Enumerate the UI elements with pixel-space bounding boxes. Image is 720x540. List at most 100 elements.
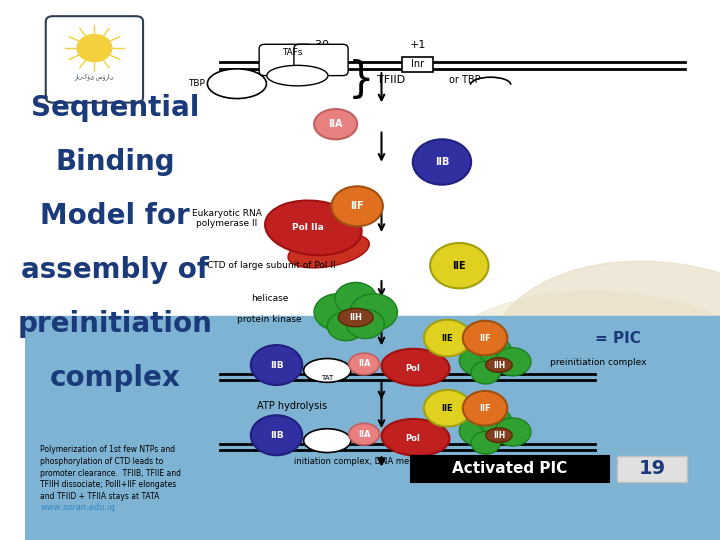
Text: assembly of: assembly of xyxy=(22,256,210,284)
FancyBboxPatch shape xyxy=(617,456,687,482)
FancyBboxPatch shape xyxy=(300,57,340,72)
Text: IIB: IIB xyxy=(435,157,449,167)
Circle shape xyxy=(314,294,361,330)
Text: TBP: TBP xyxy=(188,79,205,88)
Text: Eukaryotic RNA
polymerase II: Eukaryotic RNA polymerase II xyxy=(192,209,261,228)
Text: +1: +1 xyxy=(410,40,426,50)
FancyBboxPatch shape xyxy=(259,44,313,76)
Circle shape xyxy=(424,320,471,356)
Ellipse shape xyxy=(394,291,720,540)
Text: IIB: IIB xyxy=(270,431,284,440)
Circle shape xyxy=(459,416,497,446)
Text: and TFIID + TFIIA stays at TATA: and TFIID + TFIIA stays at TATA xyxy=(40,492,160,501)
Ellipse shape xyxy=(267,65,328,86)
FancyBboxPatch shape xyxy=(46,16,143,103)
Circle shape xyxy=(328,312,365,341)
Circle shape xyxy=(251,415,302,455)
Text: or TBP: or TBP xyxy=(449,75,480,85)
Text: www.soran.edu.iq: www.soran.edu.iq xyxy=(40,503,115,512)
Text: initiation complex, DNA melted at Inr: initiation complex, DNA melted at Inr xyxy=(294,457,451,465)
Text: 19: 19 xyxy=(639,459,665,478)
Ellipse shape xyxy=(382,349,449,386)
Ellipse shape xyxy=(338,308,373,327)
Ellipse shape xyxy=(348,353,379,375)
Circle shape xyxy=(347,309,384,339)
Text: promoter clearance.  TFIIB, TFIIE and: promoter clearance. TFIIB, TFIIE and xyxy=(40,469,181,477)
Text: IIF: IIF xyxy=(351,201,364,211)
Circle shape xyxy=(413,139,471,185)
Text: TATA: TATA xyxy=(307,59,333,69)
Text: }: } xyxy=(348,59,374,101)
Ellipse shape xyxy=(392,389,720,540)
FancyBboxPatch shape xyxy=(0,316,720,540)
Circle shape xyxy=(495,348,531,376)
Text: phosphorylation of CTD leads to: phosphorylation of CTD leads to xyxy=(40,457,163,465)
Text: preinitiation complex: preinitiation complex xyxy=(549,359,646,367)
Text: IIH: IIH xyxy=(492,361,505,369)
Ellipse shape xyxy=(288,233,369,268)
Circle shape xyxy=(335,282,377,315)
Circle shape xyxy=(77,35,112,62)
Text: complex: complex xyxy=(50,364,181,392)
Text: ATP hydrolysis: ATP hydrolysis xyxy=(258,401,328,411)
Text: = PIC: = PIC xyxy=(595,330,641,346)
Text: IIA: IIA xyxy=(358,360,370,368)
Text: Binding: Binding xyxy=(55,148,175,176)
Text: -30: -30 xyxy=(311,40,329,50)
Ellipse shape xyxy=(486,357,512,373)
FancyBboxPatch shape xyxy=(0,350,720,540)
Text: protein kinase: protein kinase xyxy=(238,315,302,324)
Ellipse shape xyxy=(265,200,361,255)
Ellipse shape xyxy=(487,261,720,495)
FancyBboxPatch shape xyxy=(410,456,609,482)
Text: TFIIH dissociate; PolII+IIF elongates: TFIIH dissociate; PolII+IIF elongates xyxy=(40,481,176,489)
Circle shape xyxy=(478,338,511,363)
Text: CTD of large subunit of Pol II: CTD of large subunit of Pol II xyxy=(207,261,336,270)
Text: Inr: Inr xyxy=(411,59,424,69)
Text: preinitiation: preinitiation xyxy=(18,310,212,338)
Circle shape xyxy=(331,186,383,226)
Circle shape xyxy=(463,391,508,426)
Text: IIE: IIE xyxy=(453,261,466,271)
Circle shape xyxy=(459,346,497,375)
Circle shape xyxy=(471,361,500,384)
Text: Pol IIa: Pol IIa xyxy=(292,224,324,232)
Text: Pol: Pol xyxy=(405,434,420,443)
Circle shape xyxy=(471,431,500,454)
Text: زانکۆی سۆران: زانکۆی سۆران xyxy=(75,72,114,79)
Text: IIF: IIF xyxy=(480,334,491,342)
Ellipse shape xyxy=(304,359,351,382)
FancyBboxPatch shape xyxy=(402,57,433,72)
FancyBboxPatch shape xyxy=(294,44,348,76)
Circle shape xyxy=(430,243,489,288)
Circle shape xyxy=(251,345,302,385)
Text: IIA: IIA xyxy=(328,119,343,129)
Ellipse shape xyxy=(382,419,449,456)
Ellipse shape xyxy=(486,428,512,443)
Text: TAT: TAT xyxy=(321,375,333,381)
Text: IIB: IIB xyxy=(270,361,284,369)
Text: Activated PIC: Activated PIC xyxy=(452,461,567,476)
Circle shape xyxy=(463,321,508,355)
Text: Pol: Pol xyxy=(405,364,420,373)
Text: helicase: helicase xyxy=(251,294,288,303)
Text: Sequential: Sequential xyxy=(31,94,199,122)
Ellipse shape xyxy=(314,109,357,139)
Text: IIA: IIA xyxy=(358,430,370,438)
Text: IIE: IIE xyxy=(441,404,454,413)
Ellipse shape xyxy=(348,423,379,445)
Text: Polymerization of 1st few NTPs and: Polymerization of 1st few NTPs and xyxy=(40,445,175,454)
Text: TFIID: TFIID xyxy=(377,75,405,85)
Ellipse shape xyxy=(207,69,266,98)
Ellipse shape xyxy=(304,429,351,453)
Text: IIE: IIE xyxy=(441,334,454,342)
Circle shape xyxy=(350,294,397,330)
FancyBboxPatch shape xyxy=(0,330,720,540)
Text: IIF: IIF xyxy=(480,404,491,413)
Text: Model for: Model for xyxy=(40,202,190,230)
Text: IIH: IIH xyxy=(492,431,505,440)
Text: IIH: IIH xyxy=(349,313,362,322)
Circle shape xyxy=(495,418,531,446)
Circle shape xyxy=(424,390,471,427)
Text: TAFs: TAFs xyxy=(282,48,303,57)
